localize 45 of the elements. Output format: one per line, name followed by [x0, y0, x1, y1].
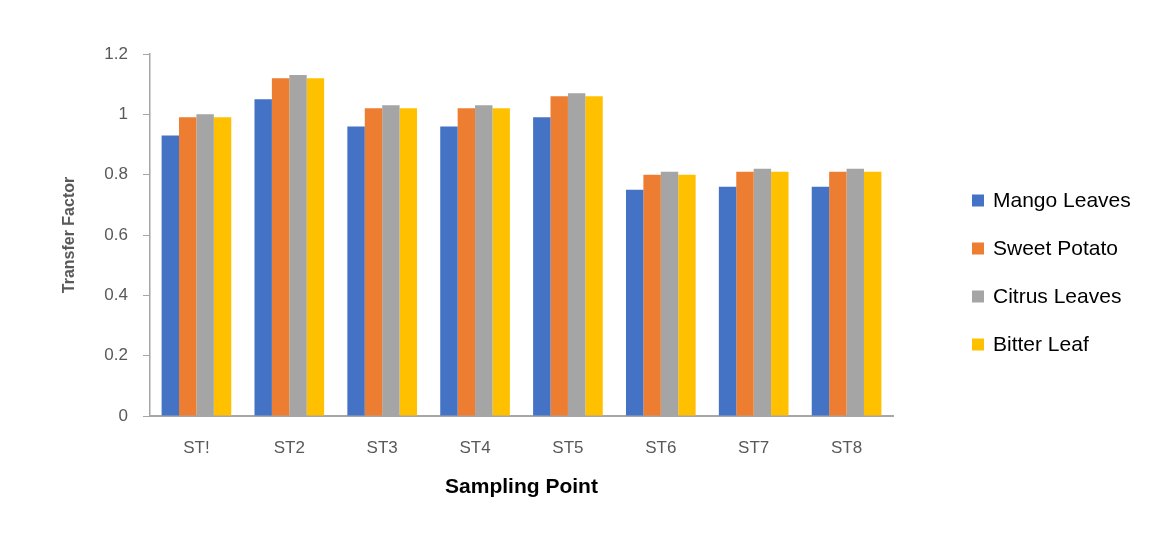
x-tick-label: ST4: [459, 437, 491, 457]
y-tick-label: 0.6: [104, 224, 128, 244]
bar: [440, 126, 458, 416]
bar: [771, 171, 789, 416]
x-tick-label: ST!: [183, 437, 210, 457]
bar: [306, 78, 325, 416]
bar: [161, 135, 180, 416]
legend-label: Mango Leaves: [993, 188, 1131, 212]
legend-label: Citrus Leaves: [993, 284, 1122, 308]
legend-label: Bitter Leaf: [993, 332, 1089, 356]
bar: [399, 108, 418, 416]
bar: [179, 117, 197, 416]
y-tick-label: 1.2: [104, 43, 128, 63]
bar: [550, 96, 568, 416]
x-tick-label: ST2: [273, 437, 305, 457]
x-tick-label: ST8: [830, 437, 863, 457]
bar: [364, 108, 383, 416]
bar: [533, 117, 551, 416]
bar: [643, 174, 661, 416]
bar: [625, 189, 644, 416]
x-tick-label: ST3: [366, 437, 398, 457]
y-tick-label: 0.2: [104, 345, 128, 365]
bar: [213, 117, 232, 416]
bar: [271, 78, 290, 416]
bar: [254, 99, 272, 416]
bar: [829, 171, 847, 416]
x-tick-label: ST5: [552, 437, 584, 457]
y-tick-label: 0.4: [104, 285, 128, 305]
legend-label: Sweet Potato: [993, 236, 1118, 260]
bar: [811, 186, 830, 416]
y-tick-label: 1: [118, 104, 128, 124]
bar: [863, 171, 882, 416]
x-tick-label: ST6: [645, 437, 677, 457]
y-tick-label: 0: [118, 405, 128, 425]
bar: [347, 126, 365, 416]
bar: [492, 108, 510, 416]
bar: [457, 108, 476, 416]
bar: [718, 186, 737, 416]
bar: [678, 174, 696, 416]
y-axis-title: Transfer Factor: [60, 176, 78, 294]
bar: [585, 96, 603, 416]
x-tick-label: ST7: [738, 437, 770, 457]
y-tick-label: 0.8: [104, 164, 128, 184]
x-axis-title: Sampling Point: [445, 474, 598, 498]
bar: [736, 171, 754, 416]
